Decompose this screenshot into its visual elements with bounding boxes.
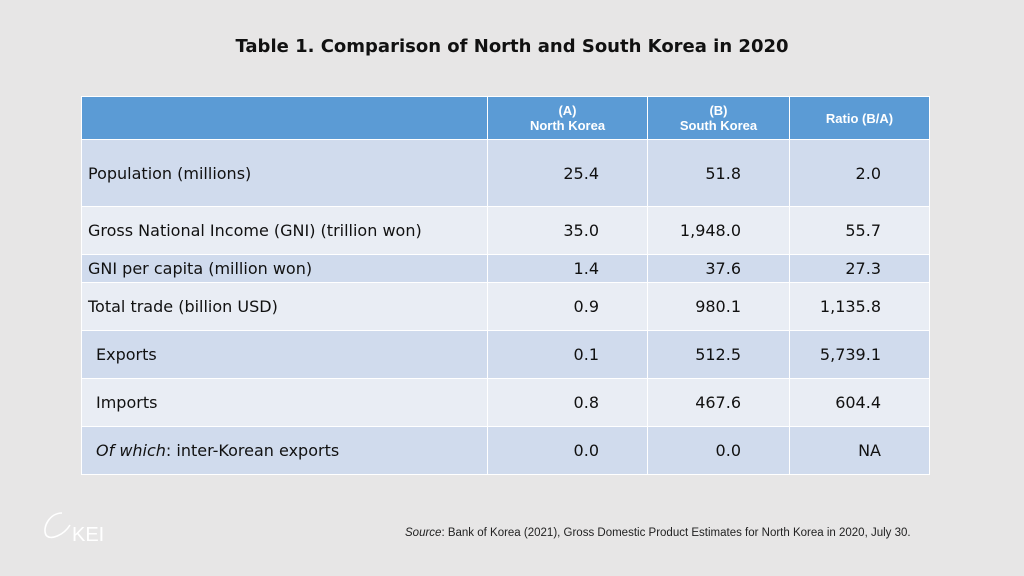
cell-ratio: 604.4 [789, 378, 930, 427]
header-b: (B) [709, 103, 728, 118]
header-row: (A) North Korea (B) South Korea Ratio (B/A… [81, 96, 930, 140]
table-row: GNI per capita (million won) 1.4 37.6 27.3 [81, 254, 930, 283]
header-north-korea: (A) North Korea [487, 96, 648, 140]
kei-logo: KEI [40, 505, 130, 551]
cell-b: 467.6 [647, 378, 790, 427]
source-label: Source [405, 527, 442, 539]
cell-a: 1.4 [487, 254, 648, 283]
row-label: Gross National Income (GNI) (trillion wo… [81, 206, 488, 255]
header-south-korea: (B) South Korea [647, 96, 790, 140]
row-label-italic: Of which [96, 441, 166, 460]
cell-a: 0.8 [487, 378, 648, 427]
logo-swoosh-icon: KEI [44, 512, 104, 546]
cell-ratio: 5,739.1 [789, 330, 930, 379]
page-title: Table 1. Comparison of North and South K… [235, 36, 789, 57]
row-label: GNI per capita (million won) [81, 254, 488, 283]
cell-a: 25.4 [487, 139, 648, 207]
row-label: Exports [81, 330, 488, 379]
header-north-korea-label: North Korea [529, 118, 606, 133]
cell-ratio: 2.0 [789, 139, 930, 207]
table-row: Population (millions) 25.4 51.8 2.0 [81, 139, 930, 207]
source-text: : Bank of Korea (2021), Gross Domestic P… [441, 527, 911, 539]
table-row: Exports 0.1 512.5 5,739.1 [81, 330, 930, 379]
cell-ratio: 1,135.8 [789, 282, 930, 331]
header-a: (A) [558, 103, 577, 118]
table-row: Imports 0.8 467.6 604.4 [81, 378, 930, 427]
cell-a: 0.9 [487, 282, 648, 331]
row-label: Total trade (billion USD) [81, 282, 488, 331]
cell-ratio: NA [789, 426, 930, 475]
header-south-korea-label: South Korea [679, 118, 758, 133]
row-label: Population (millions) [81, 139, 488, 207]
header-ratio: Ratio (B/A) [789, 96, 930, 140]
source-note: Source: Bank of Korea (2021), Gross Dome… [405, 527, 911, 539]
cell-ratio: 27.3 [789, 254, 930, 283]
cell-b: 1,948.0 [647, 206, 790, 255]
row-label: Of which: inter-Korean exports [81, 426, 488, 475]
svg-text:KEI: KEI [72, 524, 104, 545]
table-row: Total trade (billion USD) 0.9 980.1 1,135.8 [81, 282, 930, 331]
cell-ratio: 55.7 [789, 206, 930, 255]
table-row: Gross National Income (GNI) (trillion wo… [81, 206, 930, 255]
cell-a: 0.0 [487, 426, 648, 475]
cell-a: 0.1 [487, 330, 648, 379]
cell-b: 512.5 [647, 330, 790, 379]
table-row: Of which: inter-Korean exports 0.0 0.0 NA [81, 426, 930, 475]
row-label: Imports [81, 378, 488, 427]
cell-b: 0.0 [647, 426, 790, 475]
comparison-table: (A) North Korea (B) South Korea Ratio (B/A… [81, 96, 930, 475]
cell-b: 51.8 [647, 139, 790, 207]
cell-b: 37.6 [647, 254, 790, 283]
cell-a: 35.0 [487, 206, 648, 255]
header-label [81, 96, 488, 140]
cell-b: 980.1 [647, 282, 790, 331]
row-label-rest: : inter-Korean exports [165, 441, 340, 460]
